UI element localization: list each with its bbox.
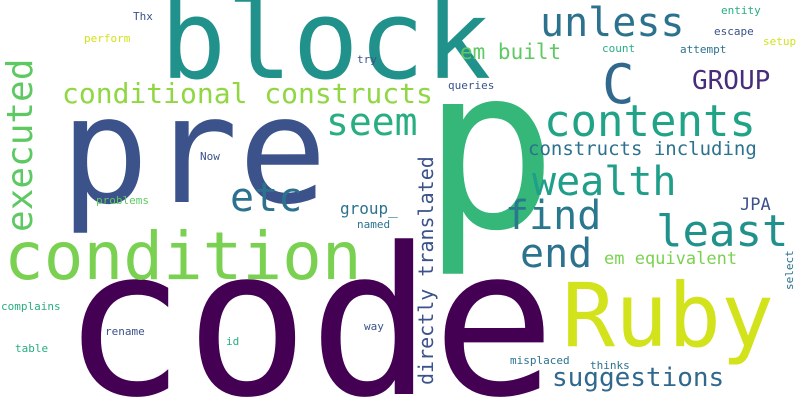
word-group-upper: GROUP bbox=[692, 66, 771, 96]
word-end: end bbox=[520, 231, 593, 277]
word-code: code bbox=[62, 205, 556, 400]
word-ruby: Ruby bbox=[562, 264, 774, 367]
word-em-equivalent: em equivalent bbox=[604, 249, 738, 269]
word-block: block bbox=[160, 0, 492, 104]
word-entity: entity bbox=[721, 4, 761, 17]
word-id: id bbox=[226, 335, 240, 348]
word-rename: rename bbox=[105, 325, 145, 338]
word-thx: Thx bbox=[133, 10, 153, 23]
word-try: try bbox=[357, 53, 377, 66]
word-executed: executed bbox=[0, 58, 41, 232]
word-condition: condition bbox=[4, 218, 362, 295]
word-etc: etc bbox=[230, 175, 303, 221]
word-directly-translated: directly translated bbox=[414, 156, 438, 385]
word-table: table bbox=[15, 342, 49, 355]
word-em-built: em built bbox=[460, 40, 562, 64]
word-perform: perform bbox=[84, 32, 131, 45]
word-setup: setup bbox=[763, 35, 797, 48]
word-attempt: attempt bbox=[680, 43, 727, 56]
word-complains: complains bbox=[1, 300, 61, 313]
word-contents: contents bbox=[544, 96, 756, 147]
word-misplaced: misplaced bbox=[510, 354, 570, 367]
word-c: C bbox=[602, 53, 635, 116]
word-escape: escape bbox=[714, 25, 754, 38]
word-way: way bbox=[364, 320, 384, 333]
word-named: named bbox=[357, 218, 391, 231]
word-problems: problems bbox=[96, 194, 149, 207]
word-wealth: wealth bbox=[532, 159, 677, 205]
word-p: p bbox=[422, 19, 558, 281]
word-pre: pre bbox=[60, 65, 328, 237]
word-jpa: JPA bbox=[740, 195, 771, 215]
word-unless: unless bbox=[540, 0, 685, 46]
word-find: find bbox=[505, 193, 602, 239]
word-group-underscore: group_ bbox=[340, 199, 398, 218]
word-constructs-including: constructs including bbox=[528, 138, 757, 160]
word-suggestions: suggestions bbox=[552, 363, 725, 393]
word-conditional-constructs: conditional constructs bbox=[62, 77, 433, 110]
word-count: count bbox=[602, 42, 636, 55]
word-least: least bbox=[656, 206, 789, 257]
word-thinks: thinks bbox=[590, 359, 630, 372]
word-seem: seem bbox=[326, 100, 418, 144]
word-now: Now bbox=[200, 150, 220, 163]
word-queries: queries bbox=[448, 79, 495, 92]
